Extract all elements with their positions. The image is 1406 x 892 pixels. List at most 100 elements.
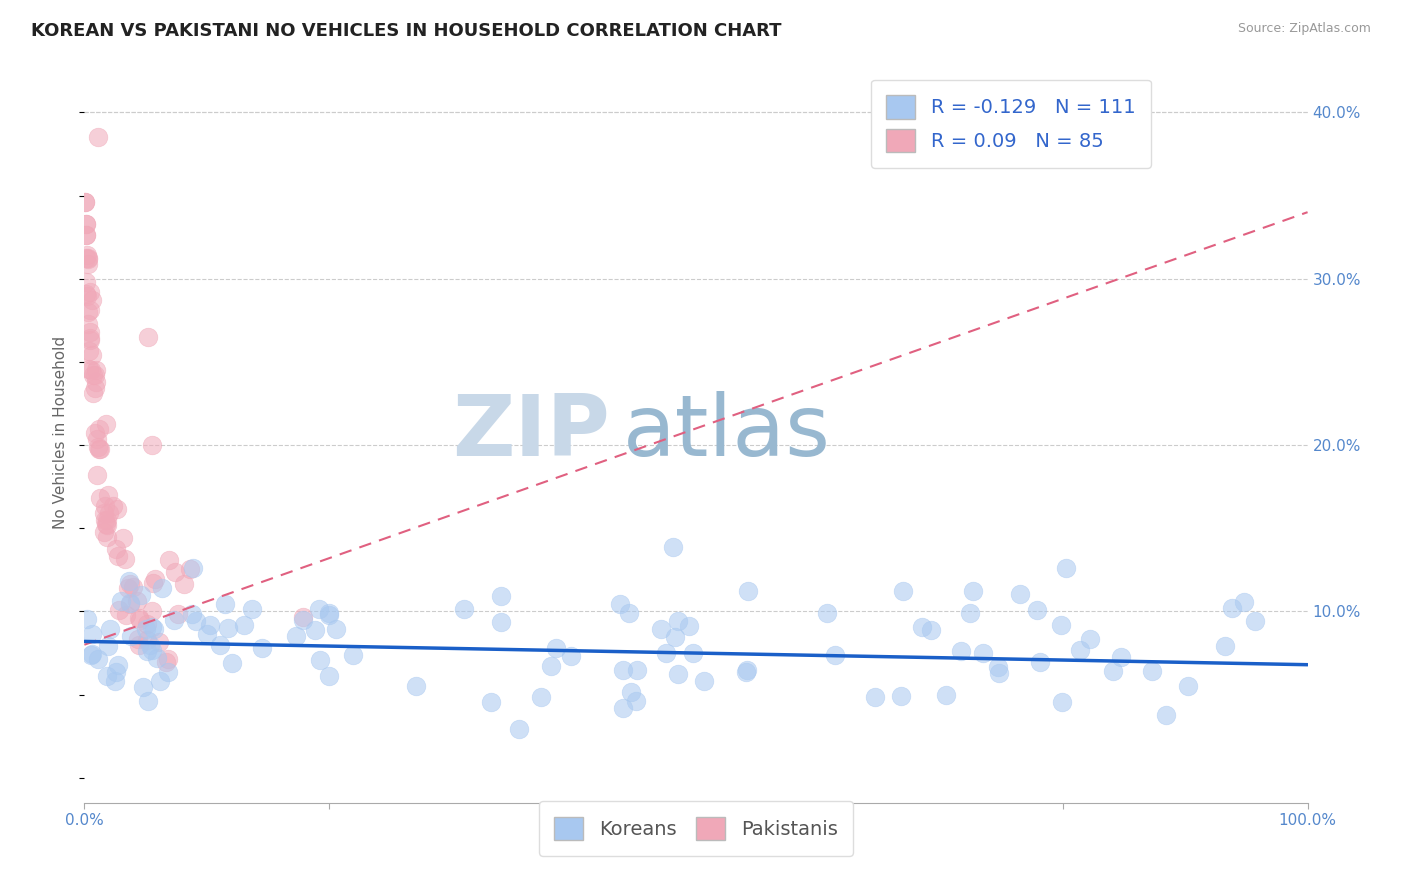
Point [76,289,98,303]
Point [735,664,758,678]
Point [678,619,700,633]
Point [104,665,127,679]
Point [181,607,204,621]
Point [118,574,141,588]
Point [141,643,163,657]
Point [77,251,100,265]
Point [89,442,111,457]
Point [86,468,108,483]
Point [89,442,111,456]
Point [84,425,107,440]
Point [120,629,142,643]
Point [93,506,115,520]
Point [1069,642,1091,657]
Point [79,326,101,340]
Point [479,695,502,709]
Point [110,593,132,607]
Point [195,626,218,640]
Legend: Koreans, Pakistanis: Koreans, Pakistanis [538,801,853,856]
Point [612,663,634,677]
Point [80,362,103,376]
Point [650,622,672,636]
Point [80,348,103,362]
Point [146,651,169,665]
Point [156,665,179,679]
Point [950,643,973,657]
Point [214,597,236,611]
Point [624,694,647,708]
Point [80,647,103,661]
Point [935,688,957,702]
Point [184,614,207,628]
Point [97,488,120,502]
Point [891,584,914,599]
Point [87,652,110,666]
Point [546,640,568,655]
Point [1102,664,1125,678]
Point [129,613,152,627]
Point [79,333,101,347]
Point [94,516,117,531]
Point [1215,640,1237,654]
Point [112,531,135,545]
Text: Source: ZipAtlas.com: Source: ZipAtlas.com [1237,22,1371,36]
Point [76,612,98,626]
Point [1220,601,1243,615]
Point [155,656,177,670]
Point [135,616,157,631]
Point [1050,695,1073,709]
Point [84,381,107,395]
Point [79,285,101,300]
Point [141,604,163,618]
Point [735,665,758,680]
Point [540,659,562,673]
Point [87,130,110,145]
Point [150,581,173,595]
Point [693,674,716,689]
Point [1050,617,1073,632]
Point [96,530,118,544]
Point [136,694,159,708]
Point [1233,594,1256,608]
Point [453,601,475,615]
Point [79,343,101,358]
Point [1054,561,1077,575]
Point [82,368,104,382]
Point [617,606,640,620]
Point [987,660,1010,674]
Point [163,565,186,579]
Point [82,627,104,641]
Text: KOREAN VS PAKISTANI NO VEHICLES IN HOUSEHOLD CORRELATION CHART: KOREAN VS PAKISTANI NO VEHICLES IN HOUSE… [31,22,782,40]
Point [664,630,686,644]
Point [815,606,838,620]
Point [114,608,136,623]
Point [173,576,195,591]
Point [120,597,142,611]
Point [148,635,170,649]
Point [682,646,704,660]
Point [318,669,340,683]
Point [89,491,111,506]
Point [107,603,129,617]
Point [105,502,128,516]
Point [107,658,129,673]
Point [76,252,98,267]
Point [1008,587,1031,601]
Point [1244,614,1267,628]
Point [121,580,143,594]
Point [612,701,634,715]
Point [114,551,136,566]
Point [179,562,201,576]
Point [824,648,846,662]
Point [737,583,759,598]
Point [166,607,188,621]
Point [318,606,340,620]
Point [136,644,159,658]
Point [83,368,105,382]
Point [972,647,994,661]
Point [163,613,186,627]
Point [87,440,110,454]
Point [666,615,689,629]
Point [1029,655,1052,669]
Text: atlas: atlas [623,391,831,475]
